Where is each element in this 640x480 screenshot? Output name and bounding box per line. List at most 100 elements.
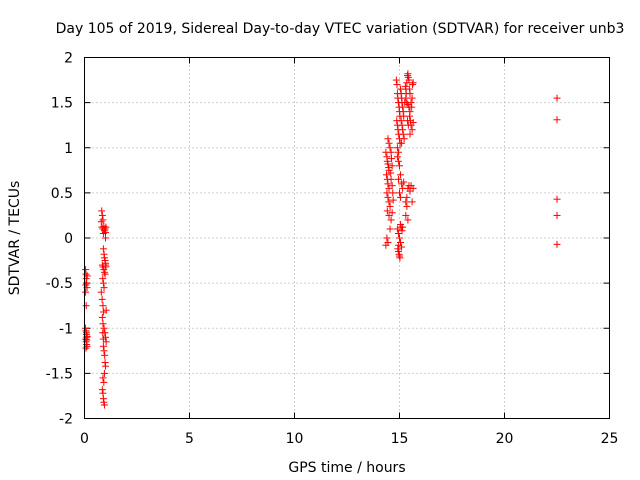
data-point	[387, 175, 395, 183]
data-point	[384, 180, 392, 188]
data-point	[82, 281, 90, 289]
data-point	[100, 378, 108, 386]
data-point	[407, 99, 415, 107]
data-point	[394, 175, 402, 183]
data-point	[100, 284, 108, 292]
grid-lines	[84, 57, 610, 419]
data-point	[99, 335, 107, 343]
data-point	[387, 169, 395, 177]
data-point	[400, 178, 408, 186]
data-point	[392, 76, 400, 84]
data-point	[394, 229, 402, 237]
data-point	[100, 347, 108, 355]
data-point	[398, 121, 406, 129]
data-point	[98, 313, 106, 321]
y-tick-labels: -2 -1.5 -1 -0.5 0 0.5 1 1.5 2	[46, 51, 73, 428]
y-tick-label: -1	[59, 321, 73, 337]
data-point	[398, 243, 406, 251]
data-point	[102, 234, 109, 242]
y-axis-title: SDTVAR / TECUs	[7, 181, 23, 296]
data-point	[388, 209, 396, 217]
data-point	[99, 374, 107, 382]
data-point	[402, 198, 410, 206]
data-point	[406, 90, 414, 98]
data-point	[399, 126, 407, 134]
data-point	[388, 162, 396, 170]
data-point	[396, 234, 403, 242]
data-point	[101, 270, 109, 278]
data-point	[82, 302, 90, 310]
data-point	[97, 288, 105, 296]
data-point	[409, 79, 417, 87]
data-point	[386, 202, 394, 210]
data-point	[406, 112, 414, 120]
data-point	[385, 198, 393, 206]
data-point	[100, 227, 108, 235]
data-point	[82, 288, 90, 296]
data-point	[100, 268, 108, 276]
data-point	[400, 112, 408, 120]
y-tick-label: 1.5	[51, 96, 73, 112]
data-point	[102, 362, 109, 370]
data-point	[102, 306, 110, 314]
x-tick-labels: 0 5 10 15 20 25	[80, 431, 618, 447]
data-point	[404, 216, 412, 224]
data-point	[102, 263, 110, 271]
axis-ticks	[84, 57, 610, 419]
data-point	[398, 139, 406, 147]
data-point	[408, 198, 416, 206]
y-tick-label: -2	[59, 412, 73, 428]
data-point	[383, 189, 391, 197]
y-tick-label: 1	[64, 141, 73, 157]
data-point	[384, 135, 392, 143]
data-point	[389, 196, 397, 204]
chart-title: Day 105 of 2019, Sidereal Day-to-day VTE…	[56, 21, 625, 37]
data-point	[82, 329, 90, 337]
data-points	[82, 70, 561, 409]
data-point	[408, 94, 416, 102]
data-point	[553, 195, 561, 203]
data-point	[400, 135, 408, 143]
data-point	[408, 103, 416, 111]
data-point	[388, 182, 396, 190]
x-tick-label: 20	[496, 431, 514, 447]
data-point	[99, 275, 107, 283]
data-point	[396, 162, 403, 170]
x-axis-title: GPS time / hours	[288, 460, 405, 476]
x-tick-label: 15	[391, 431, 409, 447]
x-tick-label: 10	[286, 431, 304, 447]
data-point	[396, 254, 404, 262]
data-point	[387, 216, 395, 224]
data-point	[393, 225, 401, 233]
data-point	[403, 117, 411, 125]
data-point	[393, 153, 401, 161]
data-point	[406, 130, 414, 138]
data-point	[98, 295, 106, 303]
data-point	[387, 148, 395, 156]
data-point	[409, 81, 417, 89]
data-point	[394, 148, 402, 156]
data-point	[386, 144, 394, 152]
data-point	[397, 193, 405, 201]
y-tick-label: 0.5	[51, 186, 73, 202]
data-point	[396, 189, 403, 197]
data-point	[388, 155, 396, 163]
data-point	[386, 225, 394, 233]
x-tick-label: 25	[601, 431, 619, 447]
data-point	[100, 401, 108, 409]
data-point	[99, 216, 107, 224]
y-tick-label: 0	[64, 231, 73, 247]
data-point	[389, 189, 397, 197]
data-point	[403, 193, 411, 201]
data-point	[397, 220, 405, 228]
data-point	[385, 139, 393, 147]
y-tick-label: -1.5	[46, 366, 73, 382]
data-point	[394, 241, 402, 249]
data-point	[553, 94, 561, 102]
y-tick-label: -0.5	[46, 276, 73, 292]
data-point	[405, 76, 413, 84]
y-tick-label: 2	[64, 51, 73, 67]
data-point	[402, 94, 410, 102]
data-point	[384, 193, 392, 201]
